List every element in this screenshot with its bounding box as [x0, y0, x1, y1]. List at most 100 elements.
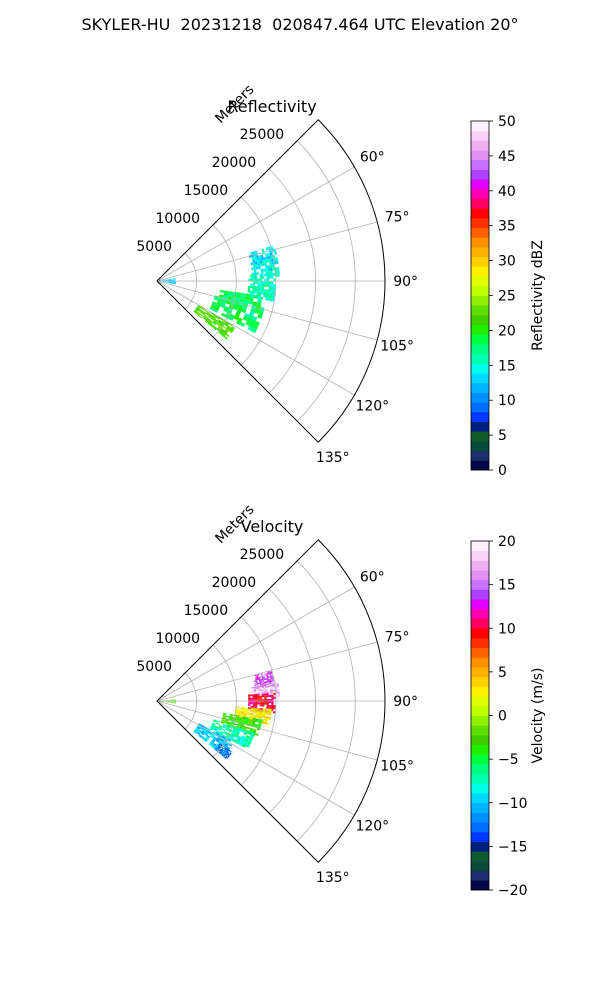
data-cell [212, 327, 217, 331]
colorbar-segment [471, 188, 489, 199]
data-cell [208, 732, 212, 736]
data-cell [227, 721, 232, 724]
data-cell [174, 282, 176, 283]
data-cell [241, 735, 246, 739]
data-cell [259, 281, 263, 284]
data-cell [261, 248, 265, 252]
data-cell [224, 720, 229, 723]
data-cell [228, 717, 233, 720]
data-cell [267, 716, 271, 719]
data-cell [266, 289, 269, 293]
data-cell [246, 726, 251, 730]
data-cell [250, 707, 254, 710]
data-cell [267, 265, 270, 269]
data-cell [252, 730, 257, 734]
data-cell [250, 705, 253, 708]
data-cell [231, 326, 236, 330]
angle-gridline [156, 586, 355, 702]
data-cell [254, 692, 257, 694]
data-cell [194, 730, 198, 733]
data-cell [198, 735, 202, 738]
data-cell [172, 277, 175, 279]
data-cell [257, 702, 260, 705]
data-cell [269, 264, 273, 269]
data-cell [247, 325, 253, 332]
data-cell [165, 281, 168, 283]
data-cell [265, 691, 269, 694]
data-cell [258, 720, 263, 724]
data-cell [220, 749, 223, 751]
colorbar-segment [471, 402, 489, 413]
data-cell [269, 684, 272, 686]
data-cell [227, 723, 231, 727]
angle-tick-label: 90° [393, 694, 418, 710]
data-cell [223, 732, 228, 735]
data-cell [242, 316, 248, 321]
data-cell [248, 718, 253, 722]
data-cell [245, 719, 249, 723]
data-cell [267, 683, 270, 685]
data-cell [247, 285, 251, 289]
data-cell [243, 741, 248, 745]
data-cell [226, 751, 228, 753]
colorbar-segment [471, 560, 489, 571]
data-cell [213, 313, 218, 317]
data-cell [252, 286, 255, 289]
radial-tick-label: 20000 [212, 155, 257, 171]
data-cell [233, 727, 238, 730]
data-cell [229, 328, 234, 332]
data-cell [271, 287, 274, 290]
data-cell [271, 705, 274, 708]
data-cell [170, 702, 172, 703]
data-cell [259, 702, 263, 705]
data-cell [243, 732, 247, 736]
data-cell [265, 678, 268, 680]
data-cell [219, 733, 223, 736]
data-cell [241, 710, 245, 713]
data-cell [271, 275, 274, 279]
data-region [214, 743, 233, 759]
data-cell [217, 298, 223, 302]
data-cell [268, 711, 272, 714]
data-cell [235, 710, 239, 713]
data-cell [262, 701, 265, 703]
data-cell [240, 728, 245, 731]
data-cell [219, 739, 223, 743]
data-cell [242, 716, 247, 719]
data-cell [222, 755, 225, 758]
data-cell [222, 715, 227, 717]
data-cell [248, 314, 254, 320]
radial-tick-label: 15000 [184, 603, 229, 619]
data-cell [224, 731, 228, 734]
angle-gridline [156, 280, 355, 396]
colorbar-tick-label: 10 [498, 621, 516, 637]
data-cell [250, 262, 254, 266]
data-cell [168, 282, 171, 284]
data-cell [222, 713, 227, 716]
data-cell [253, 709, 257, 711]
data-cell [261, 260, 265, 264]
data-cell [258, 296, 261, 300]
data-cell [254, 680, 256, 683]
colorbar-segment [471, 667, 489, 678]
data-cell [256, 288, 260, 292]
data-cell [231, 731, 236, 735]
data-cell [210, 725, 215, 728]
data-cell [258, 255, 262, 259]
data-cell [168, 282, 171, 283]
data-cell [206, 317, 211, 321]
data-cell [258, 685, 261, 688]
data-cell [263, 687, 266, 690]
data-cell [258, 688, 261, 690]
data-cell [261, 674, 264, 677]
data-cell [260, 263, 263, 267]
colorbar-segment [471, 802, 489, 813]
colorbar-segment [471, 570, 489, 581]
data-cell [270, 689, 273, 692]
data-cell [198, 723, 202, 726]
data-cell [252, 702, 256, 705]
data-cell [246, 317, 252, 323]
data-cell [224, 721, 228, 724]
data-cell [220, 751, 223, 754]
data-cell [215, 748, 217, 750]
